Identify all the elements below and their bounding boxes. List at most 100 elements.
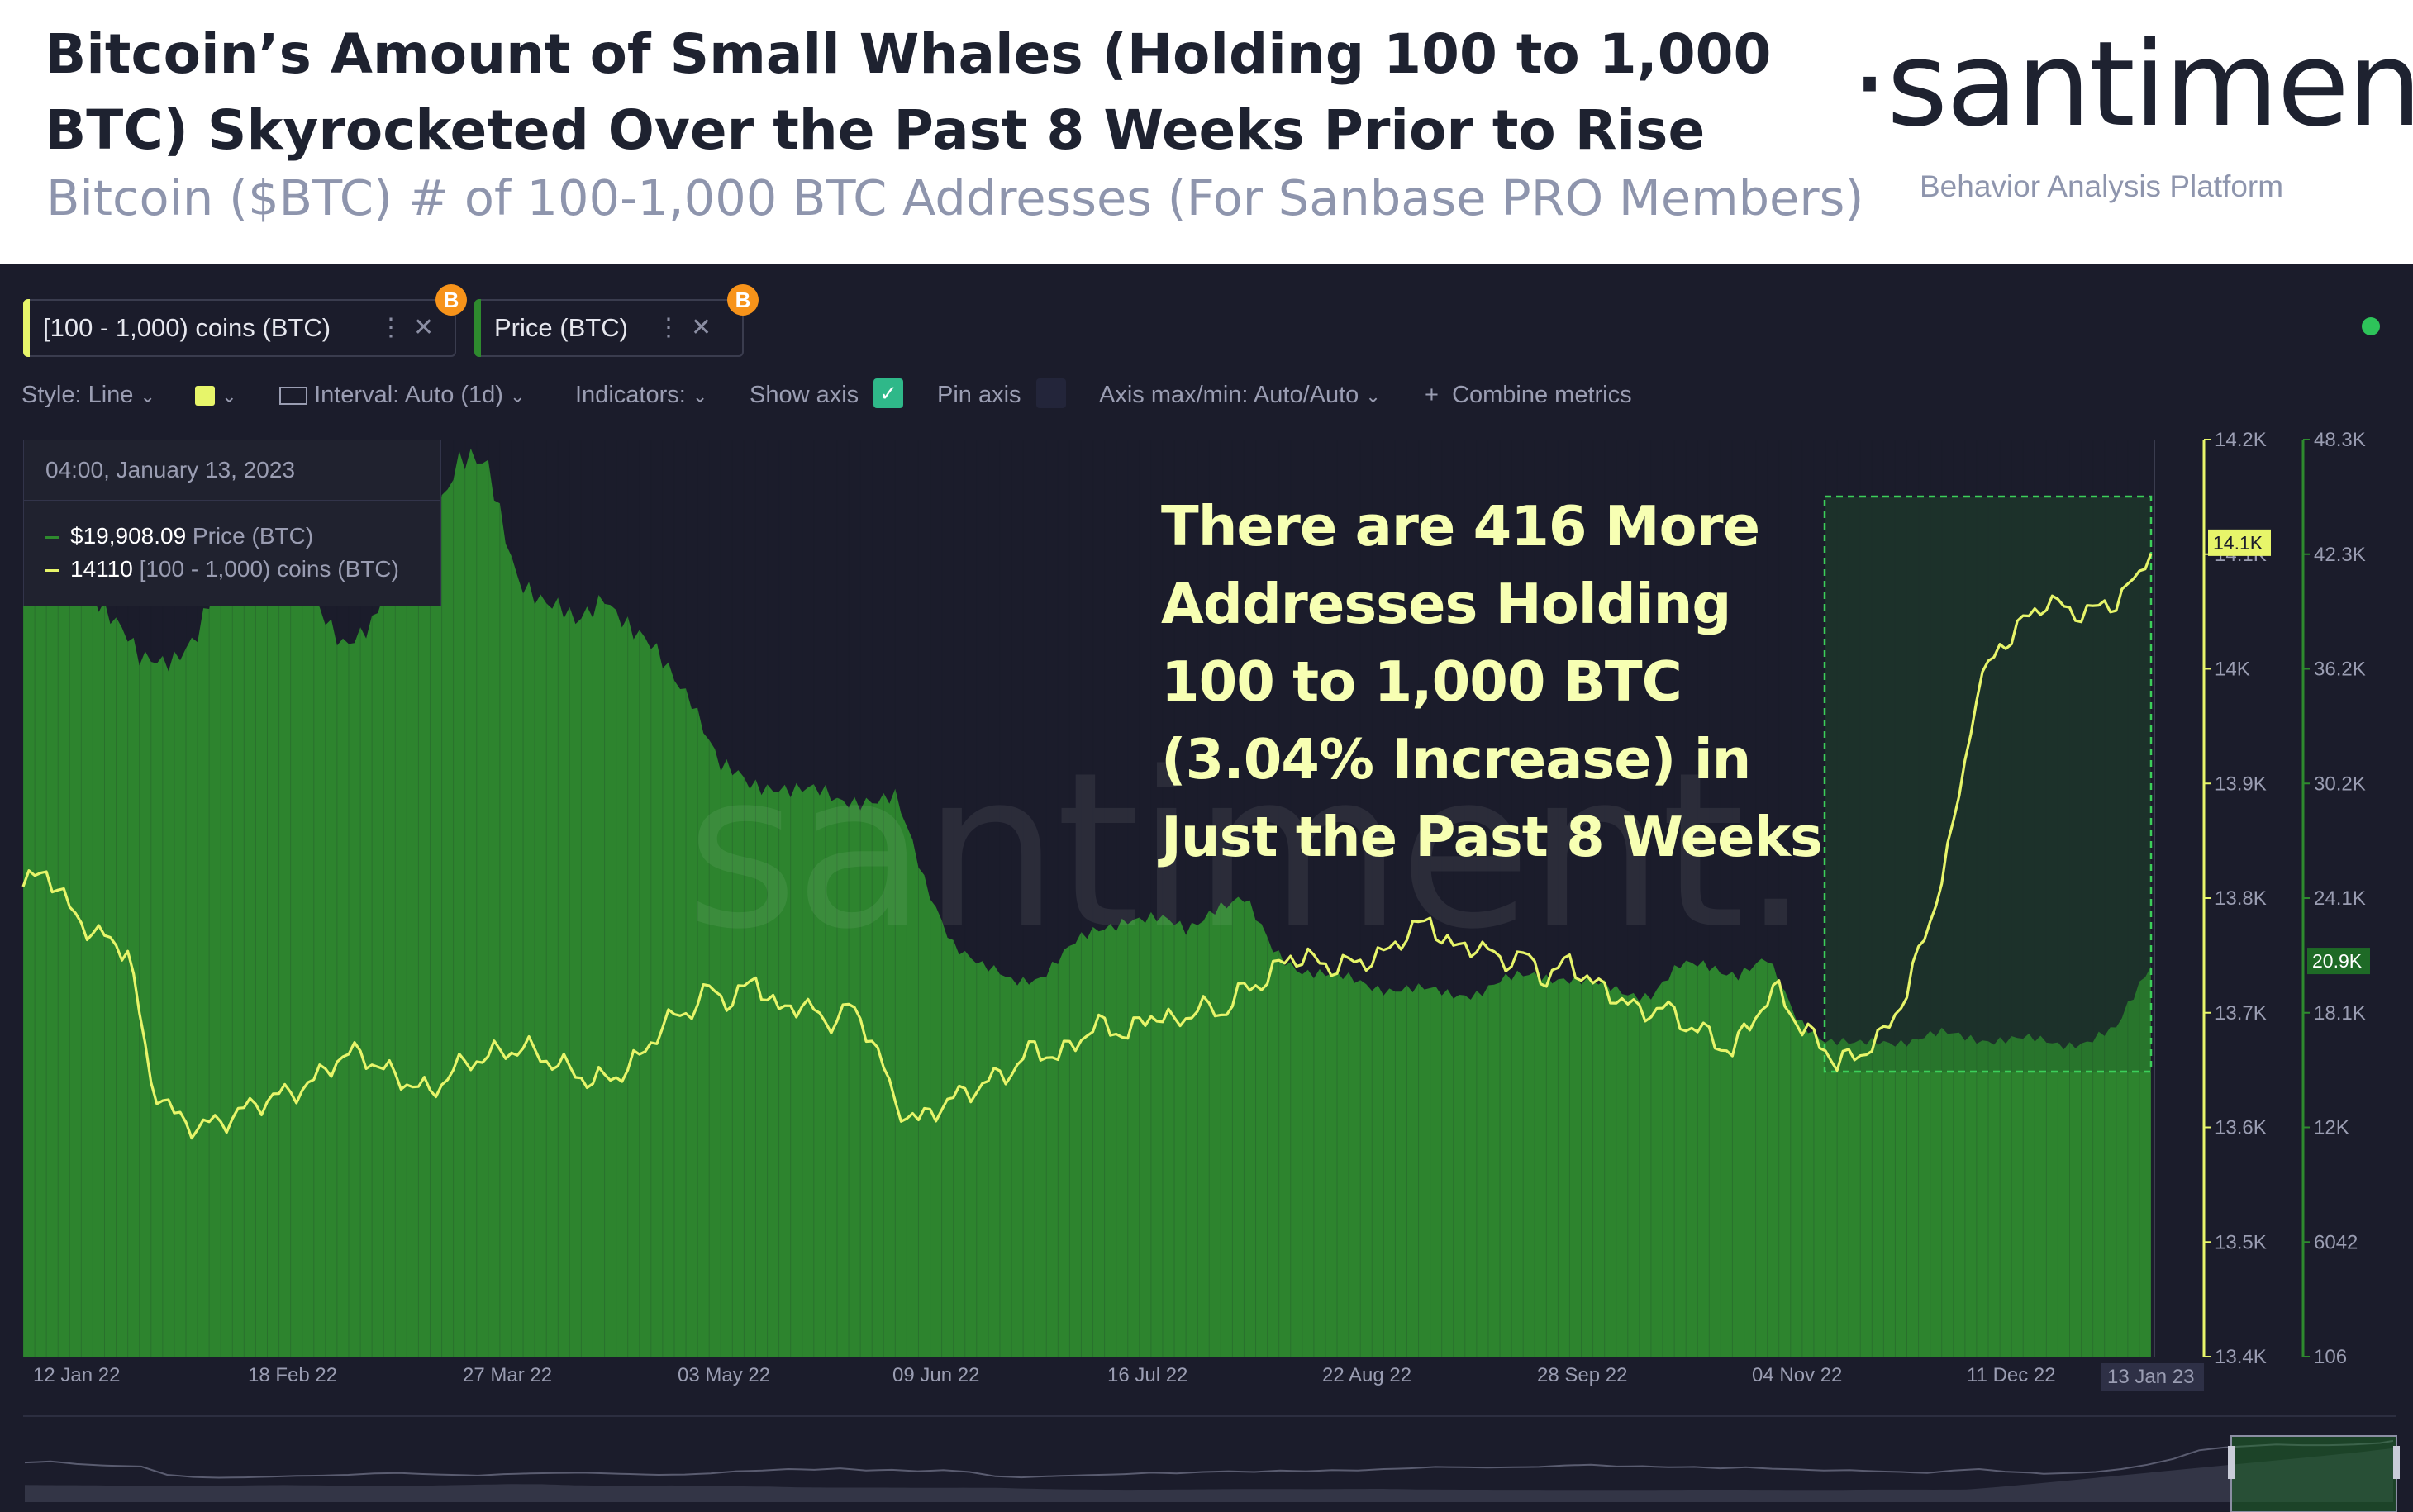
left-axis-current-value: 14.1K: [2213, 532, 2263, 554]
right-axis-tick-label: 18.1K: [2314, 1002, 2366, 1025]
navigator-area: [25, 1448, 2393, 1502]
indicators-label: Indicators:: [575, 382, 686, 408]
address-legend-swatch: [45, 569, 59, 573]
x-axis-tick-label: 18 Feb 22: [248, 1364, 337, 1386]
close-icon[interactable]: ✕: [691, 314, 712, 341]
chart-title-line1: Bitcoin’s Amount of Small Whales (Holdin…: [45, 22, 1772, 86]
combine-label: Combine metrics: [1452, 382, 1632, 408]
right-axis-tick-label: 30.2K: [2314, 773, 2366, 795]
navigator-line: [24, 1439, 2394, 1479]
navigator-overview[interactable]: [24, 1439, 2394, 1502]
chevron-down-icon: ⌄: [140, 386, 155, 407]
left-axis-tick-label: 13.5K: [2215, 1231, 2267, 1253]
annotation-line: (3.04% Increase) in: [1161, 727, 1751, 792]
chevron-down-icon: ⌄: [1365, 386, 1381, 407]
right-axis-tick-label: 42.3K: [2314, 544, 2366, 566]
hover-tooltip: 04:00, January 13, 2023 $19,908.09 Price…: [23, 440, 441, 606]
x-axis-current-badge: [2101, 1363, 2204, 1391]
annotation-line: 100 to 1,000 BTC: [1161, 649, 1682, 714]
chevron-down-icon: ⌄: [692, 386, 708, 407]
annotation-line: There are 416 More: [1161, 494, 1760, 559]
metric-tab-label: Price (BTC): [494, 313, 628, 342]
navigator-left-handle[interactable]: [2228, 1446, 2235, 1479]
address-line-series: [21, 553, 2153, 1140]
color-swatch-icon: [195, 386, 215, 407]
tooltip-time: 04:00, January 13, 2023: [45, 457, 296, 483]
x-axis-tick-label: 11 Dec 22: [1967, 1364, 2056, 1386]
axes: 14.2K 14.1K 14K 13.9K 13.8K 13.7K 13.6K 13.5K 13…: [33, 429, 2370, 1391]
chevron-down-icon: ⌄: [510, 386, 526, 407]
show-axis-checkbox[interactable]: ✓: [873, 378, 903, 408]
x-axis-tick-label: 09 Jun 22: [892, 1364, 979, 1386]
navigator-selection-window[interactable]: [2230, 1435, 2397, 1512]
pin-axis-label: Pin axis: [937, 382, 1021, 408]
bitcoin-icon: B: [435, 284, 467, 316]
tooltip-price-name: Price (BTC): [192, 523, 314, 549]
bitcoin-icon: B: [727, 284, 759, 316]
tooltip-address-name: [100 - 1,000) coins (BTC): [139, 556, 399, 582]
metric-tab-label: [100 - 1,000) coins (BTC): [43, 313, 331, 342]
annotation-line: Addresses Holding: [1161, 572, 1731, 636]
left-axis-tick-label: 13.9K: [2215, 773, 2267, 795]
x-axis-current-label: 13 Jan 23: [2107, 1366, 2194, 1388]
left-axis-tick-label: 13.4K: [2215, 1346, 2267, 1368]
x-axis-tick-label: 04 Nov 22: [1752, 1364, 1842, 1386]
chart-annotation: There are 416 More Addresses Holding 100…: [1161, 487, 1839, 876]
style-label: Style: Line: [21, 382, 134, 408]
live-status-icon: [2362, 317, 2380, 335]
left-axis-current-badge: [2208, 529, 2271, 556]
metric-tab-price[interactable]: Price (BTC) ⋮ ✕: [474, 299, 744, 357]
watermark: santiment.: [686, 727, 1810, 977]
header: Bitcoin’s Amount of Small Whales (Holdin…: [0, 0, 2413, 264]
right-axis-tick-label: 6042: [2314, 1231, 2358, 1253]
plus-icon: +: [1425, 382, 1439, 408]
chart-canvas[interactable]: 14.2K 14.1K 14K 13.9K 13.8K 13.7K 13.6K 13.5K 13…: [0, 264, 2413, 1512]
x-axis-tick-label: 27 Mar 22: [463, 1364, 552, 1386]
logo-tagline: Behavior Analysis Platform: [1920, 169, 2284, 203]
right-axis-tick-label: 12K: [2314, 1117, 2349, 1139]
chart-panel: [100 - 1,000) coins (BTC) ⋮ ✕ B Price (B…: [0, 264, 2413, 1512]
more-options-icon[interactable]: ⋮: [378, 314, 403, 341]
santiment-logo: ·santiment·: [1851, 17, 2413, 153]
combine-metrics-button[interactable]: + Combine metrics: [1425, 382, 1632, 409]
indicators-dropdown[interactable]: Indicators: ⌄: [575, 382, 707, 409]
right-axis-current-badge: [2307, 948, 2370, 975]
color-picker[interactable]: ⌄: [195, 382, 237, 409]
tooltip-price-row: $19,908.09 Price (BTC): [45, 523, 313, 549]
x-axis-tick-label: 16 Jul 22: [1107, 1364, 1187, 1386]
show-axis-label: Show axis: [750, 382, 859, 408]
metric-color-bar: [474, 299, 481, 357]
interval-dropdown[interactable]: Interval: Auto (1d) ⌄: [279, 382, 525, 409]
annotation-line: Just the Past 8 Weeks: [1161, 805, 1823, 869]
x-axis-tick-label: 22 Aug 22: [1322, 1364, 1411, 1386]
ruler-icon: [279, 387, 307, 406]
chevron-down-icon: ⌄: [221, 386, 237, 407]
pin-axis-checkbox[interactable]: [1036, 378, 1066, 408]
left-axis-tick-label: 13.8K: [2215, 887, 2267, 910]
price-area: [23, 448, 2151, 1357]
x-axis-tick-label: 03 May 22: [678, 1364, 770, 1386]
close-icon[interactable]: ✕: [413, 314, 435, 341]
price-legend-swatch: [45, 536, 59, 540]
tooltip-price-value: $19,908.09: [70, 523, 187, 549]
right-axis-tick-label: 106: [2314, 1346, 2347, 1368]
left-axis-tick-label: 13.6K: [2215, 1117, 2267, 1139]
left-axis-tick-label: 14K: [2215, 659, 2250, 681]
chart-subtitle: Bitcoin ($BTC) # of 100-1,000 BTC Addres…: [46, 169, 1864, 226]
chart-title-line2: BTC) Skyrocketed Over the Past 8 Weeks P…: [45, 98, 1706, 162]
right-axis-tick-label: 24.1K: [2314, 887, 2366, 910]
metric-tab-addresses[interactable]: [100 - 1,000) coins (BTC) ⋮ ✕: [23, 299, 456, 357]
price-area-series: [22, 440, 2152, 1357]
highlight-rect: [1823, 495, 2153, 1073]
axis-maxmin-dropdown[interactable]: Axis max/min: Auto/Auto ⌄: [1099, 382, 1381, 409]
x-axis-tick-label: 12 Jan 22: [33, 1364, 120, 1386]
metric-color-bar: [23, 299, 30, 357]
right-axis-tick-label: 36.2K: [2314, 659, 2366, 681]
axis-maxmin-label: Axis max/min: Auto/Auto: [1099, 382, 1359, 408]
navigator-right-handle[interactable]: [2393, 1446, 2400, 1479]
style-dropdown[interactable]: Style: Line ⌄: [21, 382, 155, 409]
chart-title: Bitcoin’s Amount of Small Whales (Holdin…: [45, 17, 1846, 169]
more-options-icon[interactable]: ⋮: [656, 314, 681, 341]
tooltip-address-value: 14110: [70, 556, 133, 582]
tooltip-divider: [24, 500, 440, 501]
